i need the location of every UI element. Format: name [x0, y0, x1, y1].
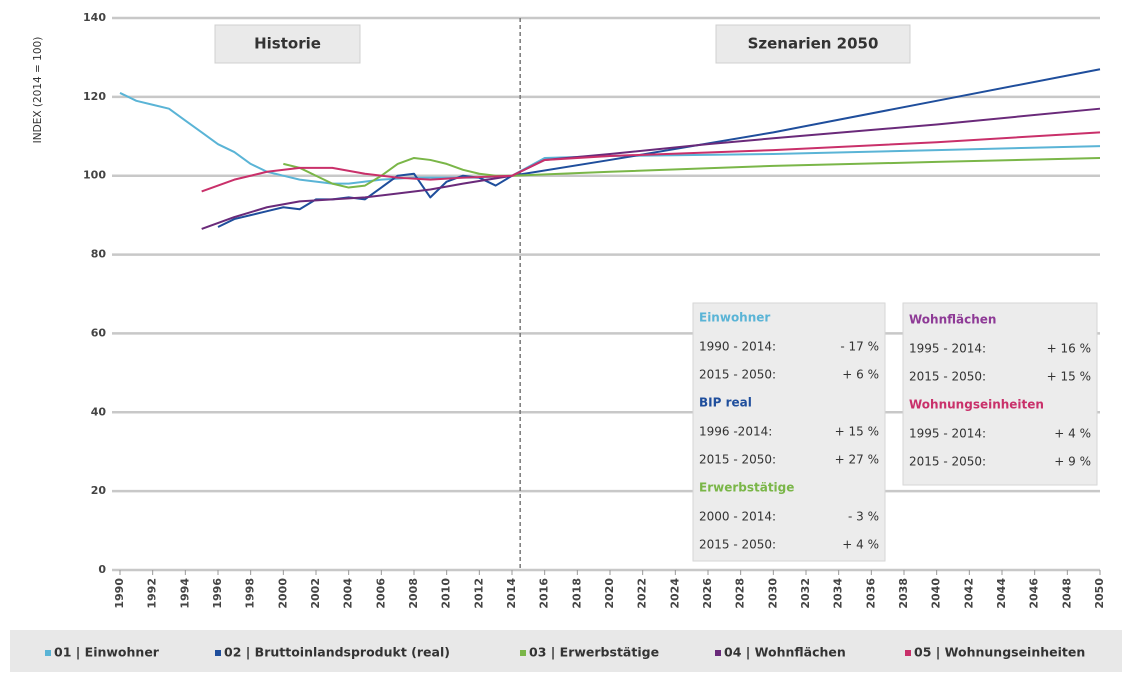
- info-period: 1996 -2014:: [699, 425, 772, 439]
- x-tick-label: 2008: [407, 578, 420, 609]
- info-title: Erwerbstätige: [699, 481, 794, 495]
- info-box: [692, 302, 886, 562]
- legend-label: 04 | Wohnflächen: [724, 645, 846, 660]
- legend-swatch: [715, 650, 721, 656]
- x-tick-label: 2042: [962, 578, 975, 609]
- y-tick-label: 20: [91, 484, 107, 497]
- x-tick-label: 2028: [734, 578, 747, 609]
- series-line: [201, 131, 1101, 193]
- x-tick-label: 1996: [211, 578, 224, 609]
- info-change: + 4 %: [1054, 427, 1091, 441]
- period-box: [214, 24, 361, 64]
- y-tick-label: 80: [91, 248, 107, 261]
- info-change: + 15 %: [835, 425, 879, 439]
- legend-label: 01 | Einwohner: [54, 645, 160, 660]
- x-tick-label: 1998: [244, 578, 257, 609]
- series-line: [217, 68, 1101, 228]
- info-change: + 4 %: [842, 538, 879, 552]
- x-tick-label: 2050: [1093, 578, 1106, 609]
- info-change: + 16 %: [1047, 342, 1091, 356]
- x-tick-label: 2022: [636, 578, 649, 609]
- x-tick-label: 2006: [374, 578, 387, 609]
- legend-background: [10, 630, 1122, 672]
- series-line: [201, 107, 1101, 230]
- period-label: Historie: [254, 35, 321, 53]
- info-title: Wohnungseinheiten: [909, 398, 1044, 412]
- x-tick-label: 2004: [342, 578, 355, 609]
- y-tick-label: 140: [83, 11, 106, 24]
- info-change: + 6 %: [842, 368, 879, 382]
- x-tick-label: 2018: [570, 578, 583, 609]
- info-change: - 3 %: [848, 510, 879, 524]
- x-tick-label: 2030: [766, 578, 779, 609]
- legend-swatch: [45, 650, 51, 656]
- info-change: + 27 %: [835, 453, 879, 467]
- info-title: BIP real: [699, 396, 752, 410]
- info-title: Wohnflächen: [909, 313, 996, 327]
- info-period: 2015 - 2050:: [909, 370, 986, 384]
- x-tick-label: 2038: [897, 578, 910, 609]
- x-tick-label: 2034: [832, 578, 845, 609]
- x-tick-label: 2020: [603, 578, 616, 609]
- y-axis-label: INDEX (2014 = 100): [32, 37, 44, 144]
- info-period: 1990 - 2014:: [699, 340, 776, 354]
- x-tick-label: 1994: [178, 578, 191, 609]
- series-line: [283, 156, 1101, 189]
- legend-swatch: [905, 650, 911, 656]
- x-tick-label: 2012: [472, 578, 485, 609]
- info-change: - 17 %: [840, 340, 879, 354]
- legend-label: 05 | Wohnungseinheiten: [914, 645, 1085, 660]
- info-change: + 15 %: [1047, 370, 1091, 384]
- legend-label: 02 | Bruttoinlandsprodukt (real): [224, 645, 450, 660]
- x-tick-label: 2000: [276, 578, 289, 609]
- x-tick-label: 2046: [1028, 578, 1041, 609]
- legend-label: 03 | Erwerbstätige: [529, 645, 659, 660]
- period-label: Szenarien 2050: [748, 35, 879, 53]
- info-period: 1995 - 2014:: [909, 342, 986, 356]
- info-change: + 9 %: [1054, 455, 1091, 469]
- info-title: Einwohner: [699, 311, 770, 325]
- x-tick-label: 2048: [1060, 578, 1073, 609]
- series-line: [119, 92, 1101, 185]
- info-period: 2015 - 2050:: [699, 368, 776, 382]
- info-box: [902, 302, 1098, 486]
- y-tick-label: 40: [91, 405, 107, 418]
- info-period: 2015 - 2050:: [909, 455, 986, 469]
- info-period: 2015 - 2050:: [699, 538, 776, 552]
- y-tick-label: 0: [98, 563, 106, 576]
- period-box: [715, 24, 911, 64]
- y-tick-label: 60: [91, 326, 107, 339]
- x-tick-label: 2044: [995, 578, 1008, 609]
- x-tick-label: 2014: [505, 578, 518, 609]
- y-tick-label: 120: [83, 90, 106, 103]
- x-tick-label: 2032: [799, 578, 812, 609]
- info-period: 2000 - 2014:: [699, 510, 776, 524]
- x-tick-label: 1990: [113, 578, 126, 609]
- x-tick-label: 2040: [930, 578, 943, 609]
- x-tick-label: 2026: [701, 578, 714, 609]
- x-tick-label: 1992: [146, 578, 159, 609]
- x-tick-label: 2016: [538, 578, 551, 609]
- info-period: 2015 - 2050:: [699, 453, 776, 467]
- x-tick-label: 2036: [864, 578, 877, 609]
- x-tick-label: 2010: [440, 578, 453, 609]
- info-period: 1995 - 2014:: [909, 427, 986, 441]
- legend-swatch: [520, 650, 526, 656]
- y-tick-label: 100: [83, 169, 106, 182]
- x-tick-label: 2024: [668, 578, 681, 609]
- x-tick-label: 2002: [309, 578, 322, 609]
- legend-swatch: [215, 650, 221, 656]
